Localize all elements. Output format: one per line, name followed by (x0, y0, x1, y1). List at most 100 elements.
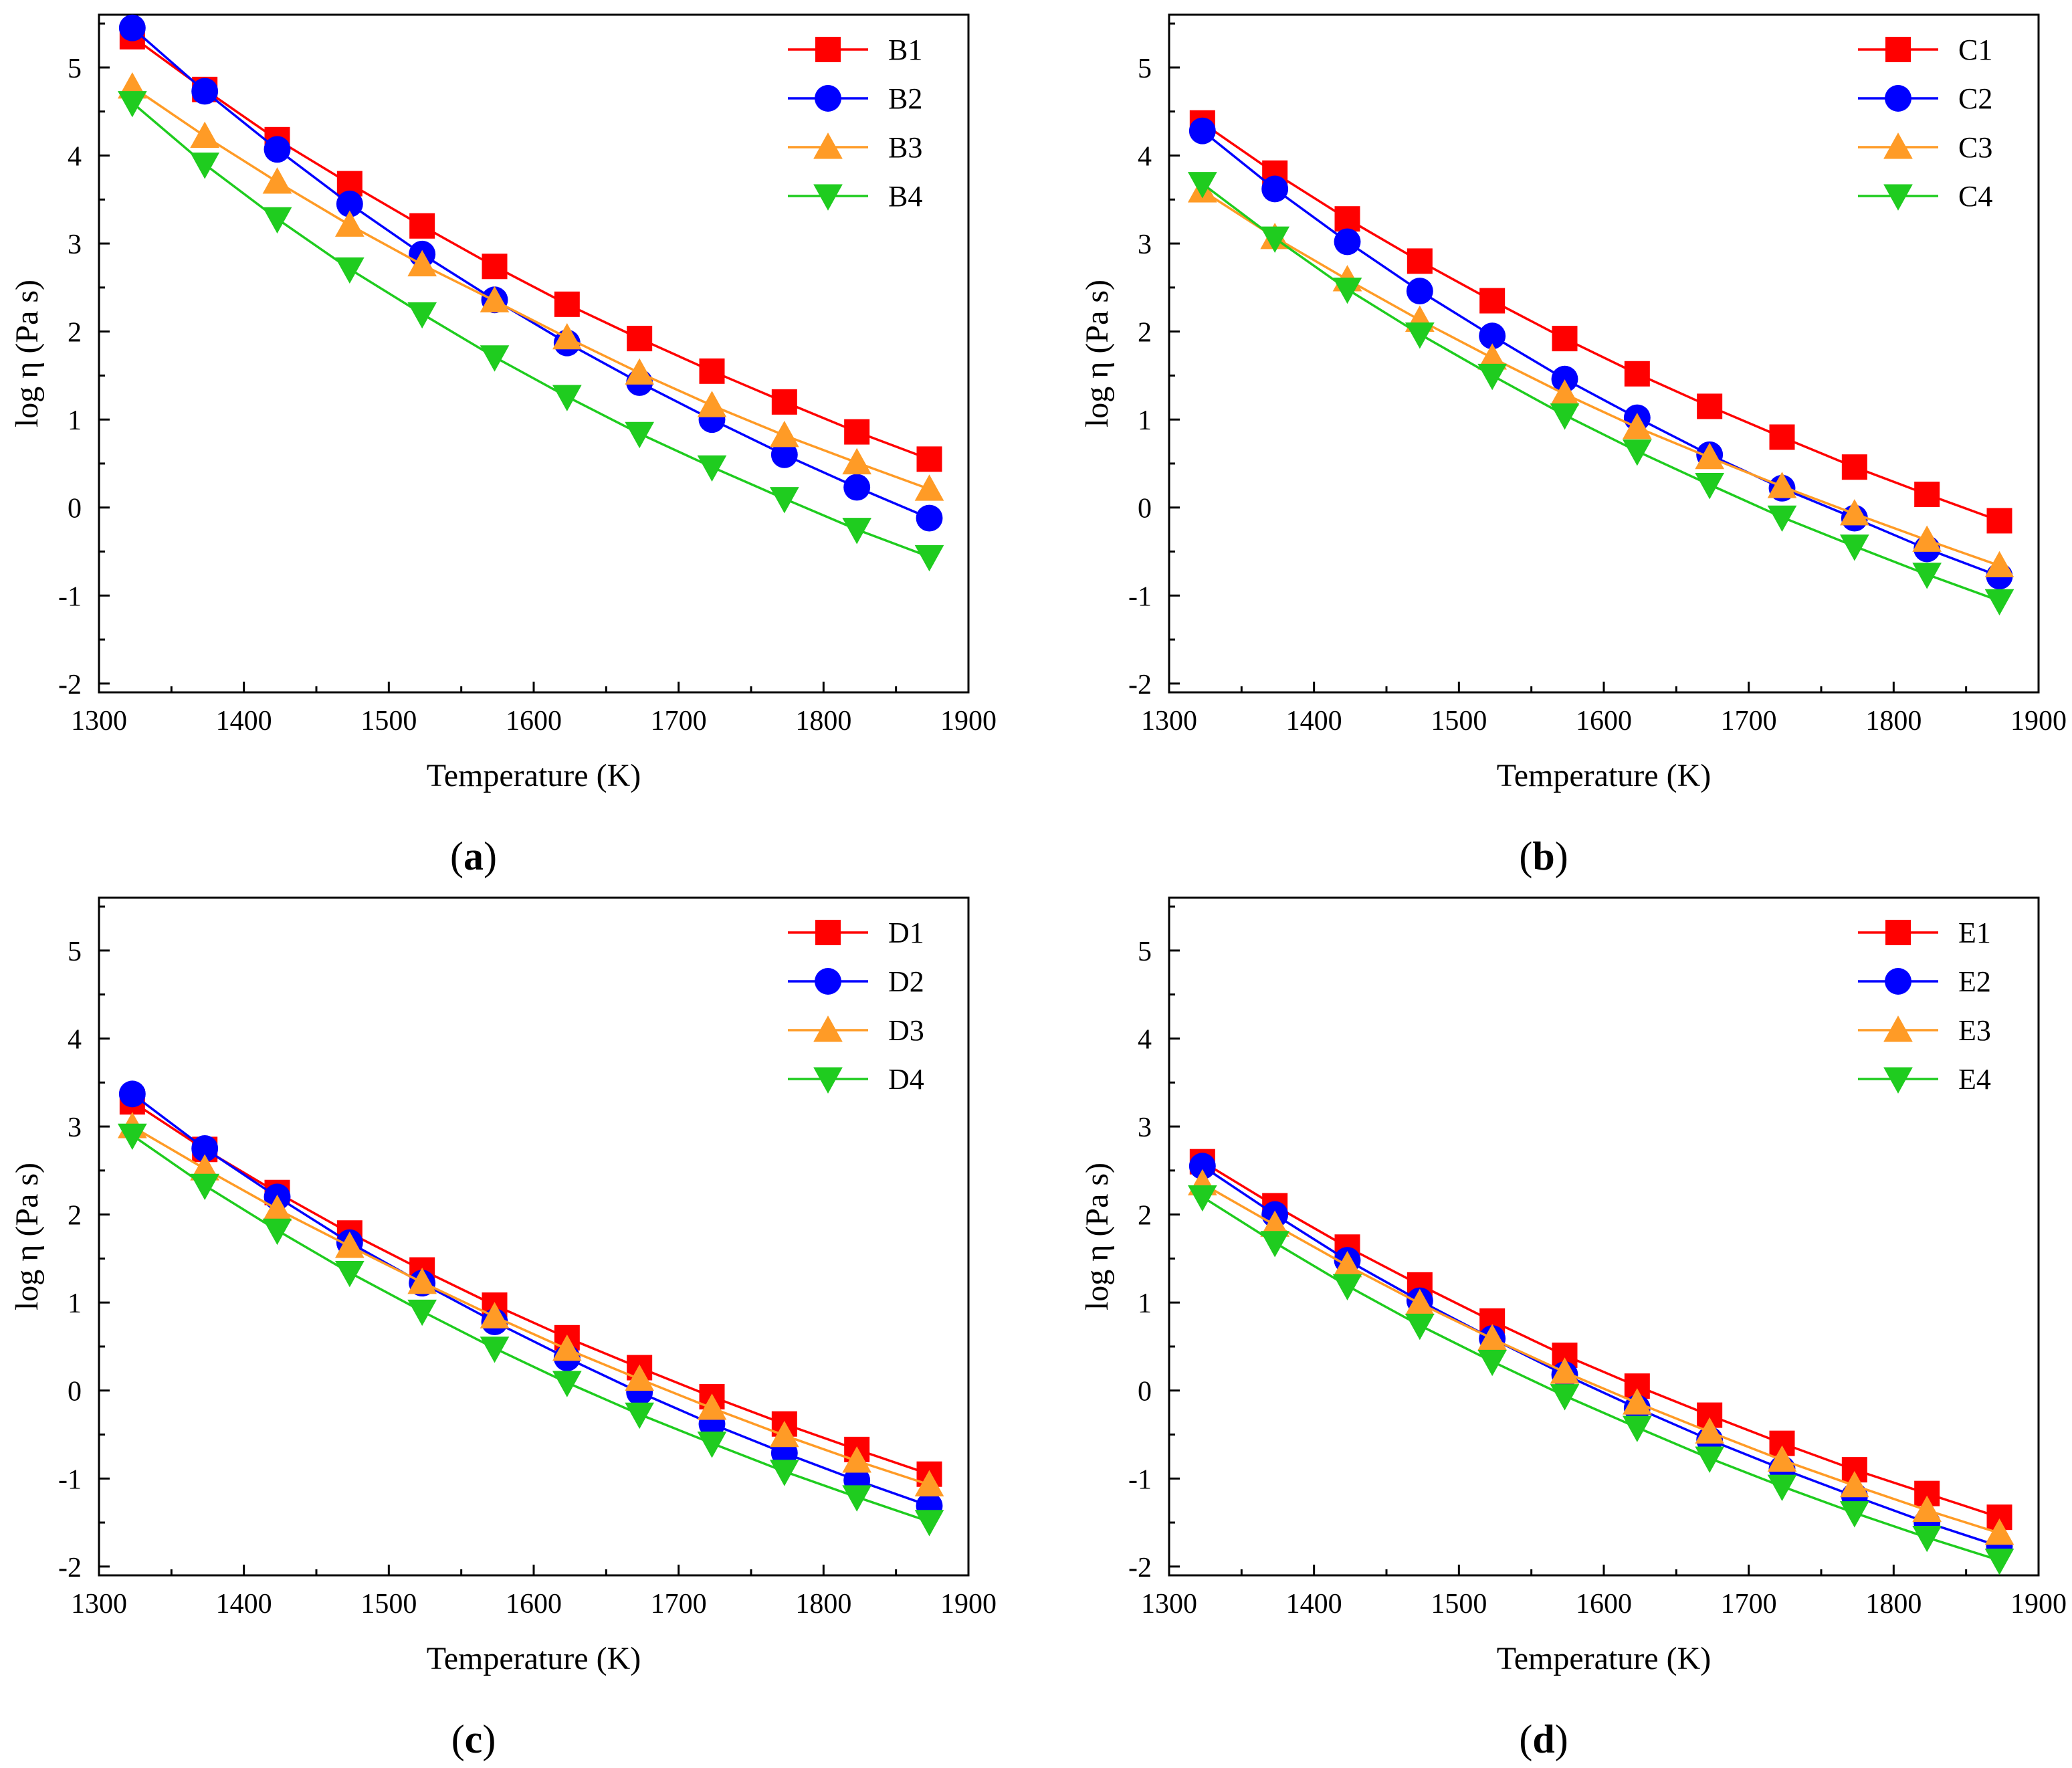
series-line-C4 (1201, 183, 2000, 602)
legend-label-C3: C3 (1958, 131, 1992, 164)
data-point-E3 (1477, 1324, 1508, 1351)
series-line-B1 (131, 35, 930, 461)
data-point-B2 (916, 504, 943, 532)
data-point-D3 (842, 1446, 872, 1473)
data-point-D4 (262, 1218, 292, 1246)
data-point-E3 (1912, 1495, 1942, 1523)
data-point-C1 (1552, 326, 1578, 352)
data-point-D4 (769, 1460, 799, 1486)
data-point-C4 (1839, 534, 1869, 561)
data-point-D3 (480, 1302, 510, 1329)
legend-label-D3: D3 (888, 1014, 924, 1047)
panel-label: (b) (1519, 834, 1568, 878)
y-tick-label: 5 (68, 54, 82, 84)
legend-label-B1: B1 (888, 33, 922, 66)
y-axis-title: log η (Pa s) (1079, 1163, 1115, 1310)
data-point-C2 (1188, 117, 1216, 144)
y-tick-label: 2 (68, 318, 82, 349)
series-line-C1 (1201, 122, 2000, 522)
data-point-B2 (770, 441, 798, 468)
data-point-E3 (1332, 1251, 1362, 1278)
legend-label-D2: D2 (888, 965, 924, 998)
data-point-E3 (1550, 1357, 1580, 1384)
y-tick-label: -2 (58, 670, 82, 700)
data-point-D4 (697, 1432, 727, 1458)
legend-label-D1: D1 (888, 916, 924, 949)
x-tick-label: 1700 (651, 706, 707, 736)
legend-label-E2: E2 (1958, 965, 1991, 998)
y-tick-label: 2 (68, 1201, 82, 1232)
panel-label: (c) (451, 1717, 496, 1761)
data-point-C4 (1912, 563, 1942, 589)
y-tick-label: 3 (1138, 1112, 1152, 1143)
data-point-C2 (1551, 365, 1578, 393)
data-point-B4 (407, 302, 437, 329)
data-point-C1 (1986, 508, 2012, 534)
x-tick-label: 1500 (1431, 706, 1487, 736)
x-tick-label: 1900 (2010, 1589, 2067, 1619)
series-points-D2 (118, 1080, 943, 1520)
y-tick-label: 1 (1138, 1288, 1152, 1319)
data-point-B4 (625, 421, 655, 449)
x-axis-title: Temperature (K) (1497, 1641, 1711, 1676)
legend-marker-C3 (1883, 132, 1913, 159)
data-point-C1 (1841, 454, 1867, 480)
y-tick-label: 1 (1138, 405, 1152, 436)
series-points-E3 (1187, 1169, 2014, 1545)
x-tick-label: 1800 (795, 706, 851, 736)
data-point-B3 (697, 391, 727, 417)
series-line-E2 (1201, 1165, 2000, 1548)
legend-marker-D4 (813, 1067, 843, 1094)
series-points-D1 (119, 1089, 942, 1487)
legend-marker-E3 (1883, 1015, 1913, 1042)
data-point-B4 (117, 91, 147, 118)
data-point-C2 (1406, 278, 1433, 305)
data-point-B3 (842, 448, 872, 475)
y-tick-label: -2 (1128, 670, 1152, 700)
data-point-E3 (1767, 1445, 1797, 1472)
data-point-E4 (1187, 1185, 1217, 1212)
data-point-C4 (1332, 277, 1362, 304)
data-point-D4 (190, 1173, 220, 1201)
data-point-D3 (625, 1364, 655, 1391)
x-tick-label: 1500 (360, 706, 417, 736)
data-point-C1 (1334, 206, 1360, 232)
data-point-C1 (1407, 248, 1433, 274)
data-point-B4 (697, 455, 727, 482)
data-point-C1 (1624, 361, 1650, 387)
data-point-C4 (1984, 589, 2014, 616)
data-point-C3 (1984, 551, 2014, 578)
data-point-C4 (1260, 226, 1290, 254)
data-point-C3 (1912, 525, 1942, 552)
data-point-C3 (1767, 472, 1797, 498)
legend-marker-B2 (815, 85, 841, 112)
data-point-D4 (914, 1510, 944, 1537)
y-tick-label: -1 (1128, 581, 1152, 612)
data-point-B2 (191, 78, 219, 105)
data-point-C3 (1695, 442, 1725, 470)
data-point-B2 (118, 14, 146, 41)
x-tick-label: 1300 (71, 1589, 127, 1619)
series-points-B4 (117, 91, 944, 572)
data-point-D4 (407, 1299, 437, 1327)
x-axis-title: Temperature (K) (427, 1641, 641, 1676)
plot-frame (1168, 896, 2040, 1577)
data-point-E4 (1984, 1549, 2014, 1575)
data-point-B4 (842, 518, 872, 545)
x-tick-label: 1300 (71, 706, 127, 736)
data-point-C4 (1405, 322, 1435, 349)
x-tick-label: 1400 (216, 706, 272, 736)
data-point-D2 (118, 1080, 146, 1108)
data-point-C4 (1477, 363, 1508, 391)
y-tick-label: 5 (68, 937, 82, 967)
data-point-B4 (334, 257, 365, 284)
legend-label-C4: C4 (1958, 180, 1992, 213)
chart-panel-d: 1300 1400 1500 1600 1700 1800 1900 -2 -1 0 1 2 3 4 5 Te… (1070, 883, 2072, 1768)
data-point-B4 (769, 487, 799, 514)
data-point-B4 (480, 345, 510, 372)
data-point-B1 (482, 254, 508, 280)
series-points-C1 (1189, 110, 2012, 534)
series-line-D3 (131, 1125, 930, 1486)
y-tick-label: 0 (1138, 494, 1152, 524)
legend-marker-B1 (815, 37, 841, 62)
